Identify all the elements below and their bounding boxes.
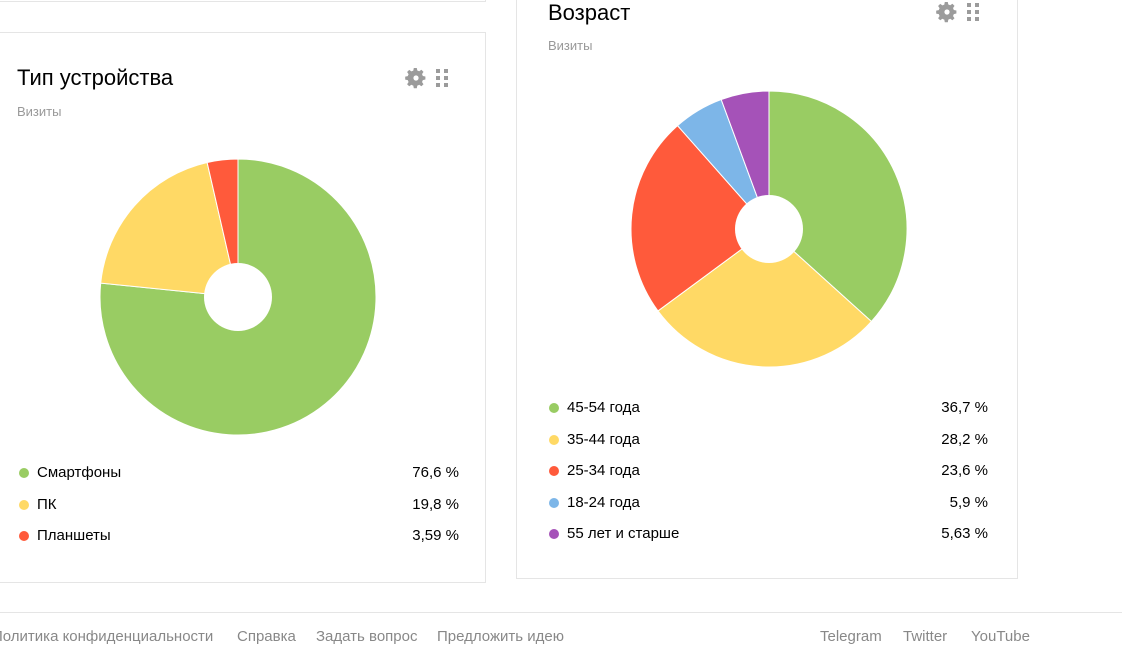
footer-link-youtube[interactable]: YouTube [971, 628, 1030, 645]
legend-dot [549, 466, 559, 476]
card-tools [404, 66, 448, 90]
legend-item-smartphones: Смартфоны 76,6 % [19, 464, 459, 496]
legend-value: 3,59 % [412, 527, 459, 544]
legend-dot [549, 497, 559, 508]
legend-dot [19, 499, 29, 510]
legend-label: ПК [37, 495, 57, 513]
legend-label: 35-44 года [567, 430, 640, 448]
footer-link-suggest[interactable]: Предложить идею [437, 628, 564, 645]
legend-label: 18-24 года [567, 493, 640, 511]
legend-value: 19,8 % [412, 495, 459, 513]
pie-slice-0[interactable] [768, 90, 908, 323]
gear-icon[interactable] [404, 66, 428, 90]
donut-hole [204, 263, 272, 331]
legend-value: 5,9 % [949, 493, 988, 511]
card-title: Тип устройства [17, 65, 174, 90]
footer-link-help[interactable]: Справка [237, 628, 296, 645]
legend-value: 36,7 % [941, 399, 988, 416]
legend-item-25-34: 25-34 года 23,6 % [549, 462, 988, 494]
legend-label: Смартфоны [37, 464, 122, 481]
legend-dot [549, 434, 559, 445]
pie-slice-1[interactable] [657, 228, 873, 368]
pie-slice-2[interactable] [206, 158, 239, 298]
device-legend: Смартфоны 76,6 % ПК 19,8 % Планшеты 3,59… [19, 464, 459, 559]
device-type-card: Тип устройства Визиты Смартфоны 76,6 % П… [0, 32, 486, 583]
age-card: Возраст Визиты 45-54 года 36,7 % 35-44 г… [516, 0, 1018, 579]
gear-icon[interactable] [935, 0, 959, 24]
footer-link-telegram[interactable]: Telegram [820, 628, 882, 645]
pie-slice-1[interactable] [100, 161, 239, 298]
grip-icon[interactable] [967, 3, 979, 21]
age-pie-chart [630, 90, 908, 368]
donut-hole [735, 195, 803, 263]
legend-value: 23,6 % [941, 462, 988, 479]
footer-link-privacy[interactable]: Политика конфиденциальности [0, 628, 214, 645]
card-tools [935, 0, 979, 24]
legend-item-35-44: 35-44 года 28,2 % [549, 431, 988, 463]
legend-label: 45-54 года [567, 399, 640, 416]
pie-slice-4[interactable] [720, 90, 770, 230]
legend-dot [19, 531, 29, 541]
legend-item-tablets: Планшеты 3,59 % [19, 527, 459, 559]
legend-item-45-54: 45-54 года 36,7 % [549, 399, 988, 431]
legend-dot [19, 468, 29, 478]
legend-value: 76,6 % [412, 464, 459, 481]
legend-value: 28,2 % [941, 430, 988, 448]
card-top-partial [0, 0, 486, 2]
legend-dot [549, 529, 559, 539]
legend-item-55-plus: 55 лет и старше 5,63 % [549, 525, 988, 557]
grip-icon[interactable] [436, 69, 448, 87]
footer-link-twitter[interactable]: Twitter [903, 628, 948, 645]
legend-item-pc: ПК 19,8 % [19, 496, 459, 528]
card-subtitle: Визиты [548, 38, 593, 53]
age-legend: 45-54 года 36,7 % 35-44 года 28,2 % 25-3… [549, 399, 988, 557]
pie-slice-2[interactable] [630, 124, 770, 312]
footer: Политика конфиденциальности Справка Зада… [0, 612, 1122, 657]
legend-item-18-24: 18-24 года 5,9 % [549, 494, 988, 526]
footer-link-ask[interactable]: Задать вопрос [316, 628, 418, 645]
card-title: Возраст [548, 0, 631, 25]
legend-label: 25-34 года [567, 462, 640, 479]
legend-dot [549, 403, 559, 413]
legend-label: 55 лет и старше [567, 525, 680, 542]
device-pie-chart [99, 158, 377, 436]
card-subtitle: Визиты [17, 104, 62, 119]
legend-value: 5,63 % [941, 525, 988, 542]
legend-label: Планшеты [37, 527, 111, 544]
